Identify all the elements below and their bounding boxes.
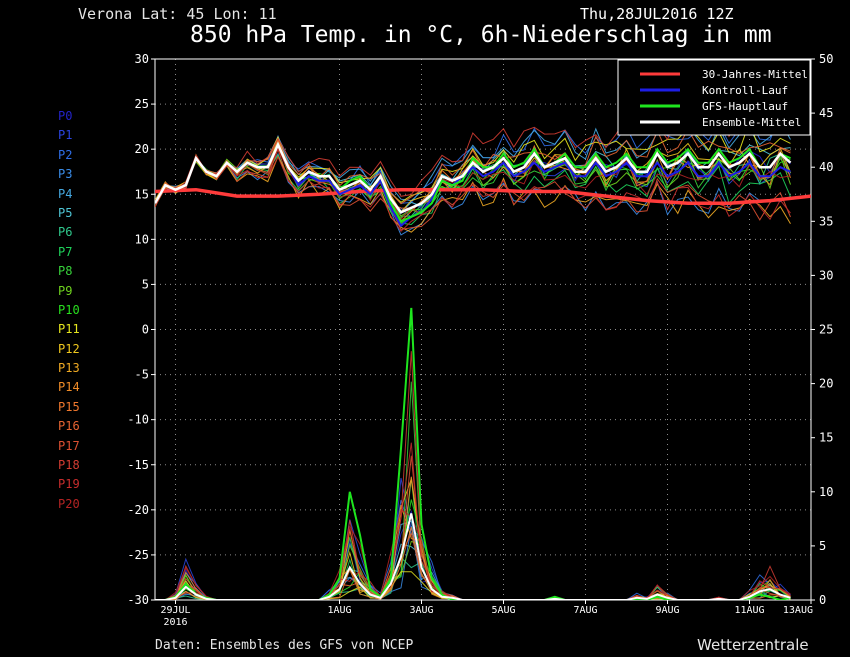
legend-label: 30-Jahres-Mittel: [702, 68, 808, 81]
y-right-tick-label: 10: [819, 485, 833, 499]
y-right-tick-label: 15: [819, 431, 833, 445]
member-precip-line-p3: [155, 526, 791, 600]
y-right-tick-label: 25: [819, 323, 833, 337]
x-tick-label: 3AUG: [409, 605, 433, 616]
y-left-tick-label: 20: [135, 142, 149, 156]
y-left-tick-label: -20: [127, 503, 149, 517]
brand-label: Wetterzentrale: [697, 636, 809, 654]
member-label-p17: P17: [58, 438, 80, 453]
y-right-tick-label: 50: [819, 52, 833, 66]
legend-label: Kontroll-Lauf: [702, 84, 788, 97]
member-label-p9: P9: [58, 283, 73, 298]
data-source-note: Daten: Ensembles des GFS von NCEP: [155, 638, 414, 653]
member-label-p7: P7: [58, 244, 73, 259]
member-label-p20: P20: [58, 496, 80, 511]
member-precip-line-p15: [155, 526, 791, 600]
member-temp-line-p17: [155, 147, 791, 231]
member-precip-line-p5: [155, 543, 791, 600]
y-left-tick-label: 15: [135, 187, 149, 201]
member-precip-line-p7: [155, 477, 791, 600]
member-precip-line-p19: [155, 442, 791, 600]
y-left-tick-label: -30: [127, 593, 149, 607]
member-precip-line-p6: [155, 556, 791, 600]
x-tick-label: 7AUG: [573, 605, 597, 616]
member-label-p19: P19: [58, 477, 80, 492]
x-tick-label: 13AUG: [783, 605, 813, 616]
member-temp-line-p20: [155, 147, 791, 221]
member-label-p11: P11: [58, 322, 80, 337]
member-label-p14: P14: [58, 380, 80, 395]
member-precip-line-p4: [155, 520, 791, 600]
legend-label: GFS-Hauptlauf: [702, 100, 788, 113]
member-temp-line-p16: [155, 128, 791, 208]
member-label-p10: P10: [58, 302, 80, 317]
y-left-tick-label: -10: [127, 413, 149, 427]
member-precip-line-p18: [155, 351, 791, 600]
x-tick-label: 1AUG: [327, 605, 351, 616]
member-label-p5: P5: [58, 205, 73, 220]
member-precip-line-p2: [155, 499, 791, 600]
member-label-p13: P13: [58, 361, 80, 376]
member-precip-line-p1: [155, 477, 791, 600]
member-label-p6: P6: [58, 225, 73, 240]
y-left-tick-label: 25: [135, 97, 149, 111]
member-precip-line-p0: [155, 509, 791, 600]
member-label-p3: P3: [58, 167, 73, 182]
member-label-p4: P4: [58, 186, 73, 201]
member-label-p2: P2: [58, 147, 73, 162]
chart-title: 850 hPa Temp. in °C, 6h-Niederschlag in …: [190, 22, 772, 48]
y-right-tick-label: 30: [819, 268, 833, 282]
member-precip-line-p9: [155, 540, 791, 600]
member-label-p16: P16: [58, 419, 80, 434]
member-precip-line-p8: [155, 381, 791, 600]
member-label-p1: P1: [58, 128, 73, 143]
main-run-precip-line: [155, 307, 791, 600]
y-right-tick-label: 0: [819, 593, 826, 607]
run-datetime: Thu,28JUL2016 12Z: [580, 5, 734, 23]
member-precip-line-p16: [155, 532, 791, 600]
y-left-tick-label: 10: [135, 232, 149, 246]
member-precip-line-p10: [155, 499, 791, 600]
y-left-tick-label: -15: [127, 458, 149, 472]
y-right-tick-label: 5: [819, 539, 826, 553]
member-temp-line-p12: [155, 138, 791, 213]
y-right-tick-label: 35: [819, 214, 833, 228]
x-tick-label: 9AUG: [655, 605, 679, 616]
member-precip-line-p17: [155, 455, 791, 600]
member-label-p15: P15: [58, 399, 80, 414]
x-tick-label: 5AUG: [491, 605, 515, 616]
y-left-tick-label: 0: [142, 323, 149, 337]
member-temp-line-p19: [155, 155, 791, 232]
ensemble-member-list: P0 P1 P2 P3 P4 P5 P6 P7 P8 P9 P10 P11 P12 P13 P14 P15 P1…: [58, 107, 80, 514]
member-precip-line-p14: [155, 476, 791, 600]
y-left-tick-label: 30: [135, 52, 149, 66]
climatology-line: [155, 187, 811, 206]
location-label: Verona Lat: 45 Lon: 11: [78, 5, 277, 23]
ensemble-mean-temp-line: [155, 141, 792, 214]
member-precip-line-p11: [155, 571, 791, 600]
member-label-p12: P12: [58, 341, 80, 356]
member-label-p18: P18: [58, 458, 80, 473]
x-tick-label: 11AUG: [734, 605, 764, 616]
x-tick-sublabel: 2016: [163, 617, 187, 628]
legend-label: Ensemble-Mittel: [702, 116, 801, 129]
member-precip-line-p13: [155, 504, 791, 600]
member-precip-line-p12: [155, 478, 791, 600]
y-right-tick-label: 20: [819, 377, 833, 391]
y-left-tick-label: -5: [135, 368, 149, 382]
plot-frame: [154, 58, 812, 601]
x-tick-label: 29JUL: [160, 605, 190, 616]
member-label-p0: P0: [58, 109, 73, 123]
ensemble-mean-precip-line: [155, 513, 791, 600]
y-right-tick-label: 45: [819, 106, 833, 120]
y-right-tick-label: 40: [819, 160, 833, 174]
y-left-tick-label: 5: [142, 277, 149, 291]
member-label-p8: P8: [58, 264, 73, 279]
y-left-tick-label: -25: [127, 548, 149, 562]
